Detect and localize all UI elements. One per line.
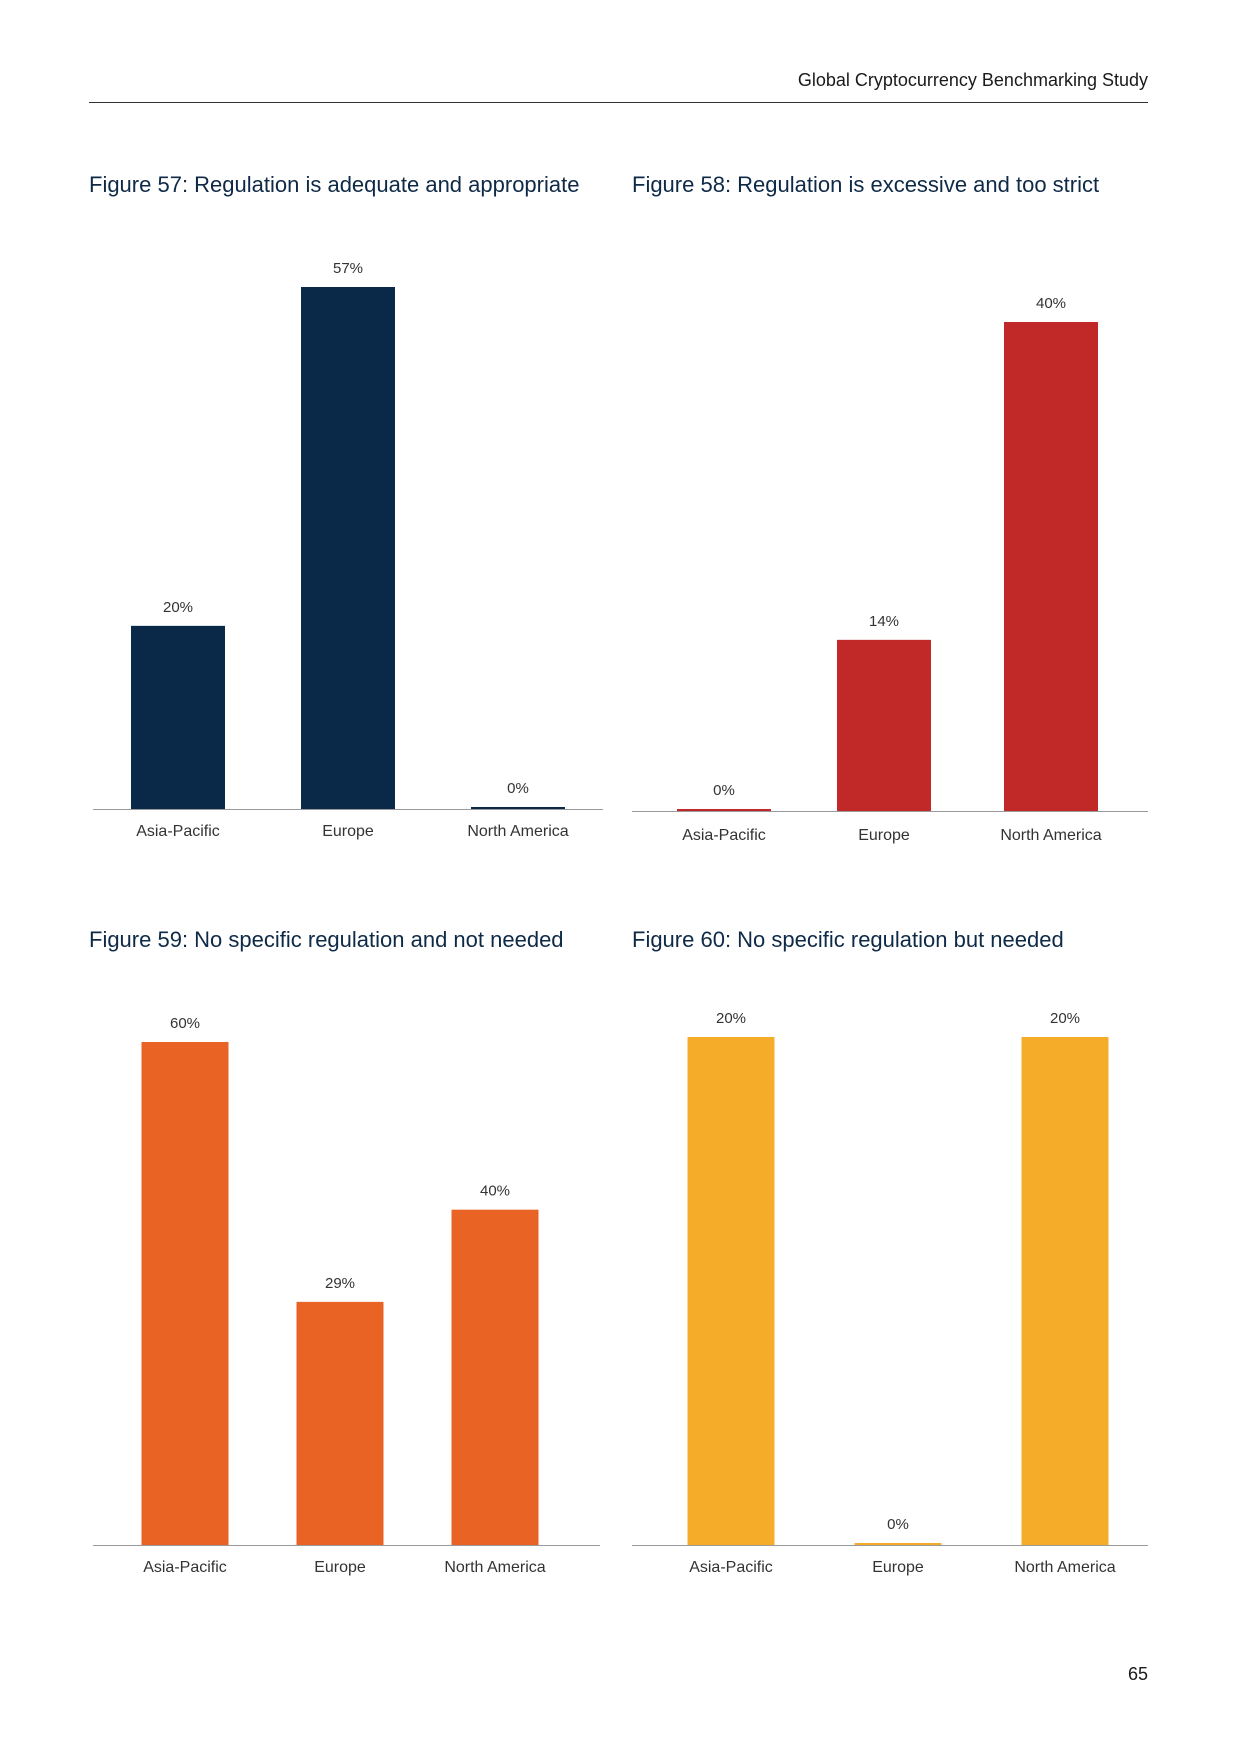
data-label: 14% bbox=[869, 613, 899, 630]
category-tick-label: Asia-Pacific bbox=[682, 827, 766, 844]
category-tick-label: Europe bbox=[314, 1559, 366, 1576]
figure-59-chart: 60% Asia-Pacific 29% Europe 40% North America bbox=[93, 1015, 600, 1576]
bar-europe bbox=[854, 1543, 942, 1545]
data-label: 20% bbox=[1050, 1010, 1080, 1027]
bar-asia-pacific bbox=[131, 625, 225, 809]
data-label: 60% bbox=[170, 1015, 200, 1032]
figure-60-title: Figure 60: No specific regulation but ne… bbox=[632, 927, 1064, 952]
category-tick-label: Asia-Pacific bbox=[689, 1559, 773, 1576]
category-tick-label: Europe bbox=[322, 823, 374, 840]
data-label: 0% bbox=[887, 1516, 909, 1533]
category-tick-label: Europe bbox=[858, 827, 910, 844]
bar-north-america bbox=[1004, 322, 1098, 811]
data-label: 0% bbox=[507, 780, 529, 797]
category-tick-label: North America bbox=[467, 823, 568, 840]
header-title: Global Cryptocurrency Benchmarking Study bbox=[797, 70, 1148, 90]
bar-asia-pacific bbox=[141, 1042, 229, 1545]
data-label: 57% bbox=[333, 260, 363, 277]
category-tick-label: Europe bbox=[872, 1559, 924, 1576]
category-tick-label: North America bbox=[444, 1559, 545, 1576]
data-label: 40% bbox=[480, 1183, 510, 1200]
category-tick-label: Asia-Pacific bbox=[136, 823, 220, 840]
figure-58-chart: 0% Asia-Pacific 14% Europe 40% North America bbox=[632, 295, 1148, 844]
figure-60-chart: 20% Asia-Pacific 0% Europe 20% North America bbox=[632, 1010, 1148, 1576]
data-label: 0% bbox=[713, 782, 735, 799]
bar-europe bbox=[296, 1301, 384, 1545]
bar-asia-pacific bbox=[677, 809, 771, 811]
category-tick-label: Asia-Pacific bbox=[143, 1559, 227, 1576]
figure-57-chart: 20% Asia-Pacific 57% Europe 0% North America bbox=[93, 260, 603, 840]
bar-north-america bbox=[1021, 1037, 1109, 1545]
bar-north-america bbox=[471, 807, 565, 809]
figure-57-title: Figure 57: Regulation is adequate and ap… bbox=[89, 172, 580, 197]
page-number: 65 bbox=[1127, 1664, 1148, 1684]
bar-europe bbox=[837, 639, 931, 811]
category-tick-label: North America bbox=[1000, 827, 1101, 844]
data-label: 29% bbox=[325, 1275, 355, 1292]
data-label: 40% bbox=[1036, 295, 1066, 312]
bar-asia-pacific bbox=[687, 1037, 775, 1545]
category-tick-label: North America bbox=[1014, 1559, 1115, 1576]
bar-europe bbox=[301, 287, 395, 809]
figure-59-title: Figure 59: No specific regulation and no… bbox=[89, 927, 564, 952]
data-label: 20% bbox=[163, 599, 193, 616]
running-header: Global Cryptocurrency Benchmarking Study bbox=[89, 66, 1148, 103]
bar-north-america bbox=[451, 1209, 539, 1545]
figure-58-title: Figure 58: Regulation is excessive and t… bbox=[632, 172, 1100, 197]
data-label: 20% bbox=[716, 1010, 746, 1027]
